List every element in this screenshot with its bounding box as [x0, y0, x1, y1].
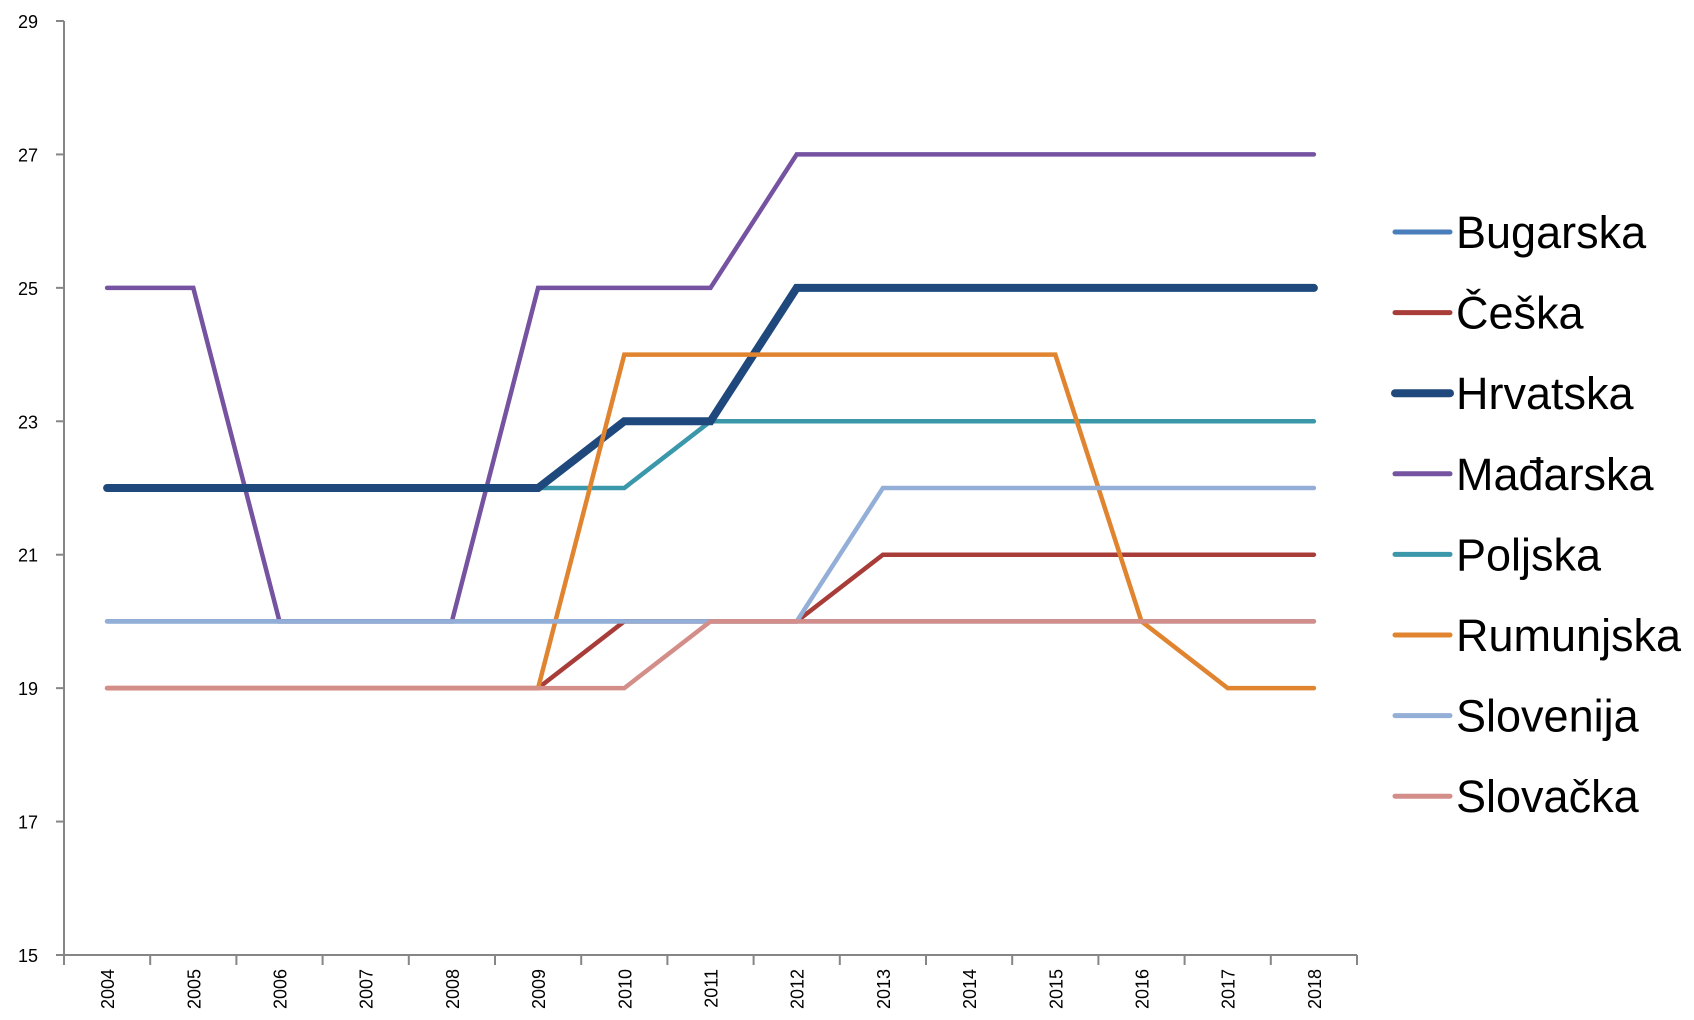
x-tick-label: 2004 — [98, 969, 118, 1009]
y-tick-label: 29 — [18, 12, 38, 32]
x-tick-label: 2016 — [1133, 969, 1153, 1009]
x-tick-label: 2014 — [960, 969, 980, 1009]
x-tick-label: 2015 — [1046, 969, 1066, 1009]
x-tick-label: 2008 — [443, 969, 463, 1009]
legend-label-rumunjska: Rumunjska — [1456, 610, 1682, 661]
legend-label-slovenija: Slovenija — [1456, 691, 1640, 742]
series-line-slovačka — [104, 619, 1317, 691]
x-tick-label: 2005 — [184, 969, 204, 1009]
axes — [63, 21, 1357, 956]
x-tick-label: 2010 — [615, 969, 635, 1009]
legend: Bugarska Češka Hrvatska Mađarska Poljska Rumu… — [1391, 207, 1682, 822]
y-axis-ticks: 15 17 19 21 23 25 27 29 — [18, 12, 64, 966]
series-layer — [103, 152, 1318, 691]
x-tick-label: 2009 — [529, 969, 549, 1009]
legend-label-slovačka: Slovačka — [1456, 771, 1640, 822]
legend-label-mađarska: Mađarska — [1456, 449, 1655, 500]
y-tick-label: 27 — [18, 145, 38, 165]
x-tick-label: 2013 — [874, 969, 894, 1009]
y-tick-label: 19 — [18, 679, 38, 699]
legend-label-bugarska: Bugarska — [1456, 207, 1647, 258]
y-tick-label: 15 — [18, 946, 38, 966]
legend-label-češka: Češka — [1456, 288, 1585, 339]
series-line-mađarska — [104, 152, 1317, 624]
y-tick-label: 25 — [18, 279, 38, 299]
x-tick-label: 2006 — [271, 969, 291, 1009]
x-axis-ticks: 2004 2005 2006 2007 2008 2009 2010 2011 2012 2013… — [63, 955, 1358, 1009]
x-tick-label: 2012 — [788, 969, 808, 1009]
legend-label-hrvatska: Hrvatska — [1456, 368, 1635, 419]
x-tick-label: 2018 — [1305, 969, 1325, 1009]
y-tick-label: 21 — [18, 546, 38, 566]
series-line-rumunjska — [104, 352, 1317, 691]
series-line-hrvatska — [103, 283, 1318, 492]
legend-label-poljska: Poljska — [1456, 529, 1602, 580]
x-tick-label: 2011 — [702, 969, 722, 1008]
series-line-poljska — [104, 419, 1317, 491]
y-tick-label: 17 — [18, 813, 38, 833]
x-tick-label: 2017 — [1219, 969, 1239, 1009]
y-tick-label: 23 — [18, 412, 38, 432]
x-tick-label: 2007 — [357, 969, 377, 1009]
